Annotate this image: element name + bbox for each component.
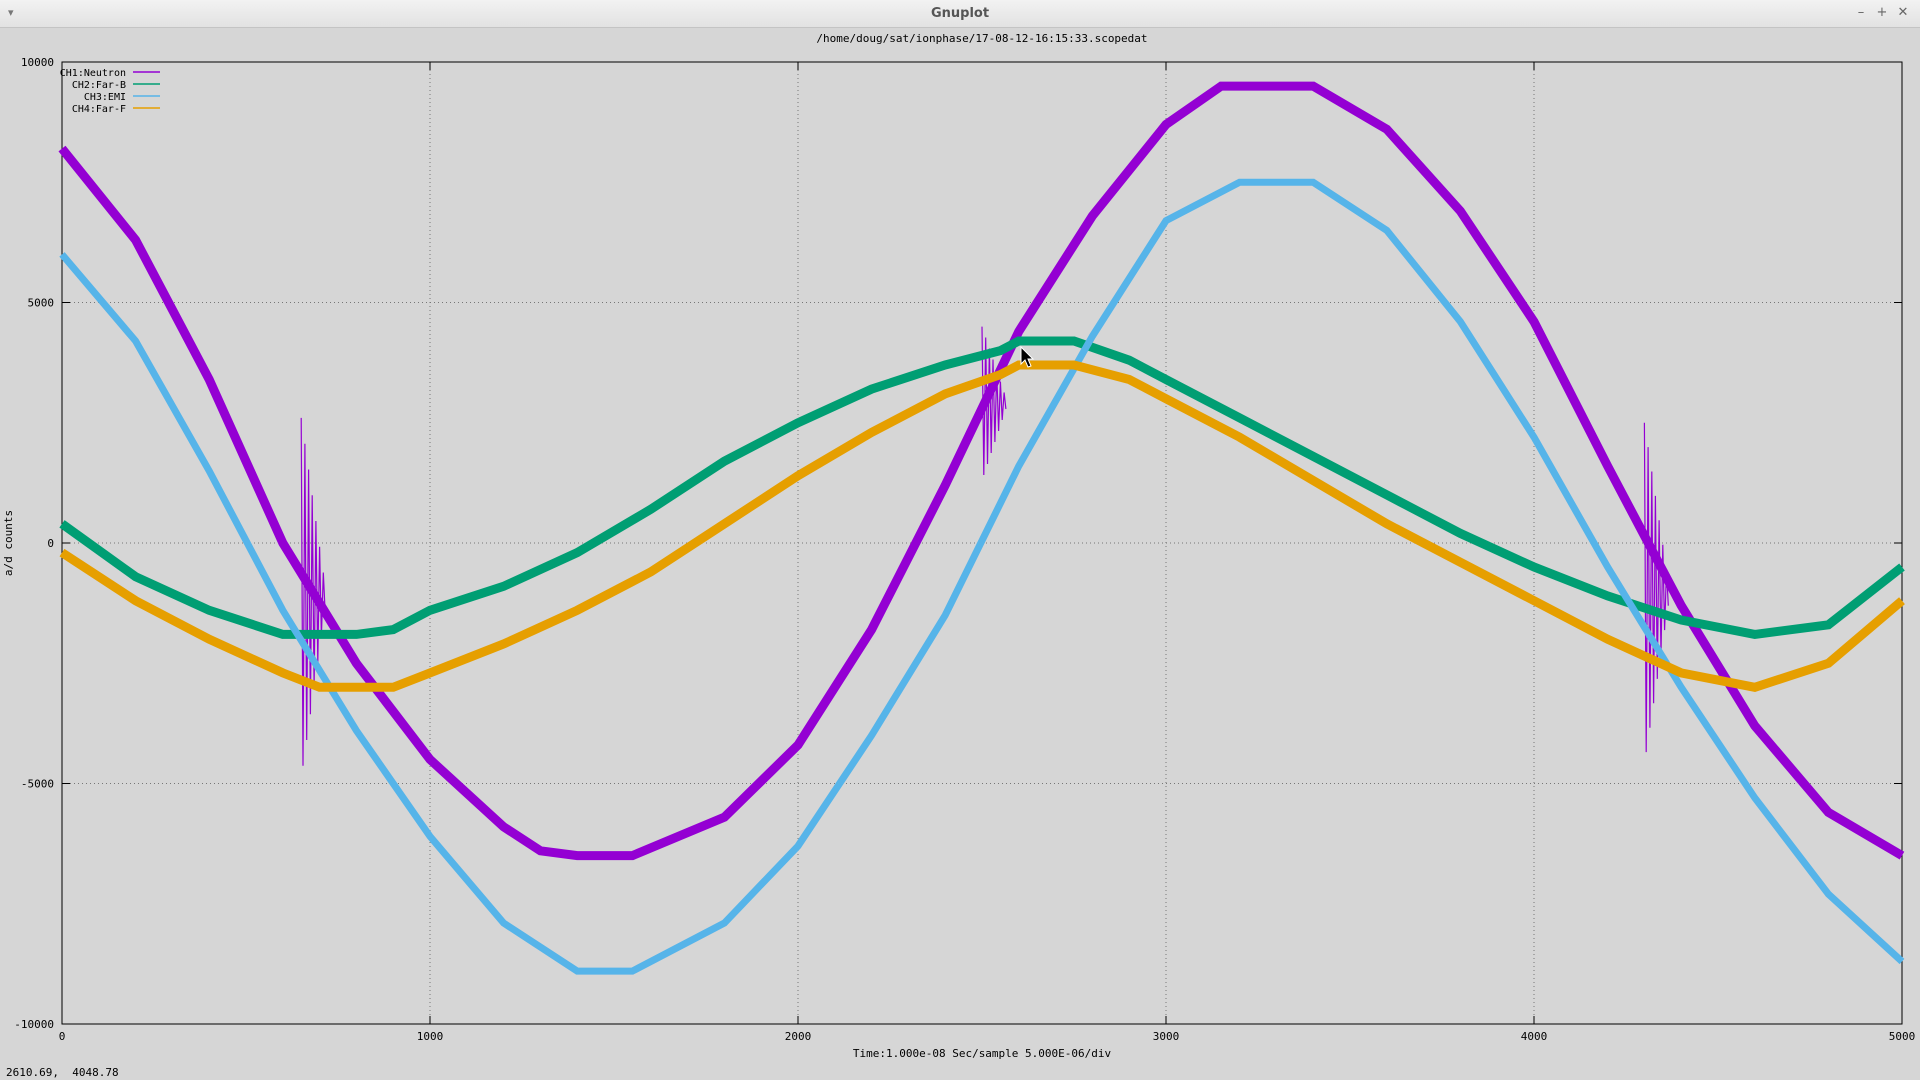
close-button[interactable]: ✕ [1897,5,1909,20]
x-tick-label: 0 [59,1030,66,1043]
x-tick-label: 1000 [417,1030,444,1043]
legend-entry-label: CH2:Far-B [72,80,126,91]
legend-entry-label: CH4:Far-F [72,104,126,115]
series-line-1 [58,81,1905,861]
series-burst-1 [300,417,326,766]
y-tick-label: -10000 [14,1018,54,1031]
axis-ticks: 0 1000 2000 3000 4000 5000 -10000 -5000 0 5000 100… [14,56,1915,1043]
legend-entry-label: CH1:Neutron [60,68,126,79]
window-title: Gnuplot [930,6,990,21]
y-tick-label: 5000 [28,297,55,310]
x-axis-label: Time:1.000e-08 Sec/sample 5.000E-06/div [853,1047,1112,1060]
x-tick-label: 5000 [1889,1030,1916,1043]
plot-canvas[interactable]: 0 1000 2000 3000 4000 5000 -10000 -5000 0 5000 100… [0,28,1920,1064]
y-tick-label: 0 [47,537,54,550]
x-tick-label: 3000 [1153,1030,1180,1043]
y-tick-label: 10000 [21,56,54,69]
series-layer [58,81,1905,975]
x-tick-label: 4000 [1521,1030,1548,1043]
series-line-3 [59,178,1905,975]
series-burst-1 [1643,422,1669,753]
legend-entry-label: CH3:EMI [84,92,126,103]
window-menu-icon[interactable]: ▾ [8,6,14,19]
window-titlebar[interactable]: ▾ Gnuplot – + ✕ [0,0,1920,28]
series-line-4 [59,360,1905,692]
y-axis-label: a/d counts [2,510,15,576]
coordinate-readout: 2610.69, 4048.78 [6,1066,119,1079]
mouse-cursor-icon [1020,345,1035,368]
maximize-button[interactable]: + [1876,5,1888,20]
chart-title: /home/doug/sat/ionphase/17-08-12-16:15:3… [816,32,1147,45]
x-tick-label: 2000 [785,1030,812,1043]
y-tick-label: -5000 [21,778,54,791]
minimize-button[interactable]: – [1857,5,1865,20]
series-line-2 [59,336,1905,639]
